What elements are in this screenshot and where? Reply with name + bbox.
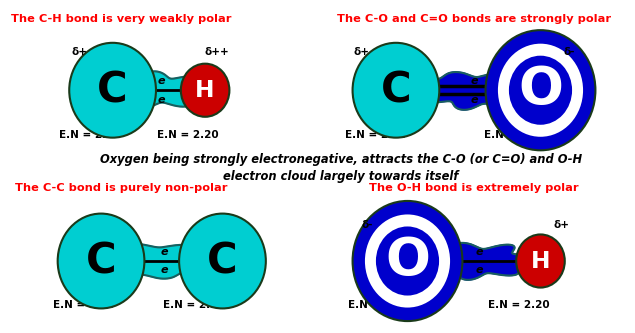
Text: The C-H bond is very weakly polar: The C-H bond is very weakly polar bbox=[11, 14, 232, 24]
Text: C: C bbox=[97, 69, 128, 111]
Text: e: e bbox=[471, 95, 478, 105]
Text: e: e bbox=[476, 265, 483, 275]
Text: E.N = 2.55: E.N = 2.55 bbox=[163, 300, 224, 310]
Ellipse shape bbox=[365, 214, 450, 308]
Text: E.N = 2.20: E.N = 2.20 bbox=[488, 300, 550, 310]
Text: C: C bbox=[207, 240, 237, 282]
Text: e: e bbox=[158, 76, 166, 86]
Text: δ+: δ+ bbox=[353, 47, 369, 57]
Ellipse shape bbox=[352, 43, 439, 138]
Ellipse shape bbox=[181, 64, 229, 117]
Text: δ++: δ++ bbox=[204, 47, 229, 57]
Polygon shape bbox=[79, 244, 244, 279]
Ellipse shape bbox=[352, 201, 462, 321]
Text: δ-: δ- bbox=[564, 47, 575, 57]
Text: E.N = 3.44: E.N = 3.44 bbox=[347, 300, 410, 310]
Text: E.N = 2.20: E.N = 2.20 bbox=[157, 130, 218, 140]
Text: H: H bbox=[196, 79, 215, 102]
Text: e: e bbox=[471, 76, 478, 86]
Text: The O-H bond is extremely polar: The O-H bond is extremely polar bbox=[369, 183, 579, 193]
Ellipse shape bbox=[179, 213, 266, 308]
Text: δ+: δ+ bbox=[72, 47, 88, 57]
Ellipse shape bbox=[58, 213, 144, 308]
Text: The C-O and C=O bonds are strongly polar: The C-O and C=O bonds are strongly polar bbox=[337, 14, 611, 24]
Polygon shape bbox=[422, 243, 535, 280]
Ellipse shape bbox=[69, 43, 156, 138]
Text: E.N = 3.44: E.N = 3.44 bbox=[483, 130, 545, 140]
Text: E.N = 2.55: E.N = 2.55 bbox=[53, 300, 114, 310]
Text: O: O bbox=[518, 64, 563, 116]
Ellipse shape bbox=[486, 30, 596, 150]
Text: C: C bbox=[380, 69, 411, 111]
Text: C: C bbox=[86, 240, 116, 282]
Text: e: e bbox=[158, 95, 166, 105]
Text: e: e bbox=[161, 247, 168, 257]
Text: δ-: δ- bbox=[361, 219, 373, 229]
Ellipse shape bbox=[509, 56, 572, 125]
Text: e: e bbox=[161, 265, 168, 275]
Text: H: H bbox=[531, 249, 551, 272]
Ellipse shape bbox=[376, 226, 439, 296]
Text: e: e bbox=[476, 247, 483, 257]
Text: electron cloud largely towards itself: electron cloud largely towards itself bbox=[224, 170, 458, 183]
Text: δ+: δ+ bbox=[554, 219, 570, 229]
Text: E.N = 2.55: E.N = 2.55 bbox=[58, 130, 120, 140]
Text: Oxygen being strongly electronegative, attracts the C-O (or C=O) and O-H: Oxygen being strongly electronegative, a… bbox=[100, 154, 582, 166]
Text: The C-C bond is purely non-polar: The C-C bond is purely non-polar bbox=[15, 183, 227, 193]
Ellipse shape bbox=[516, 234, 565, 288]
Polygon shape bbox=[107, 71, 212, 108]
Polygon shape bbox=[413, 72, 532, 110]
Text: E.N = 2.55: E.N = 2.55 bbox=[345, 130, 406, 140]
Text: O: O bbox=[385, 235, 430, 287]
Ellipse shape bbox=[498, 44, 583, 137]
